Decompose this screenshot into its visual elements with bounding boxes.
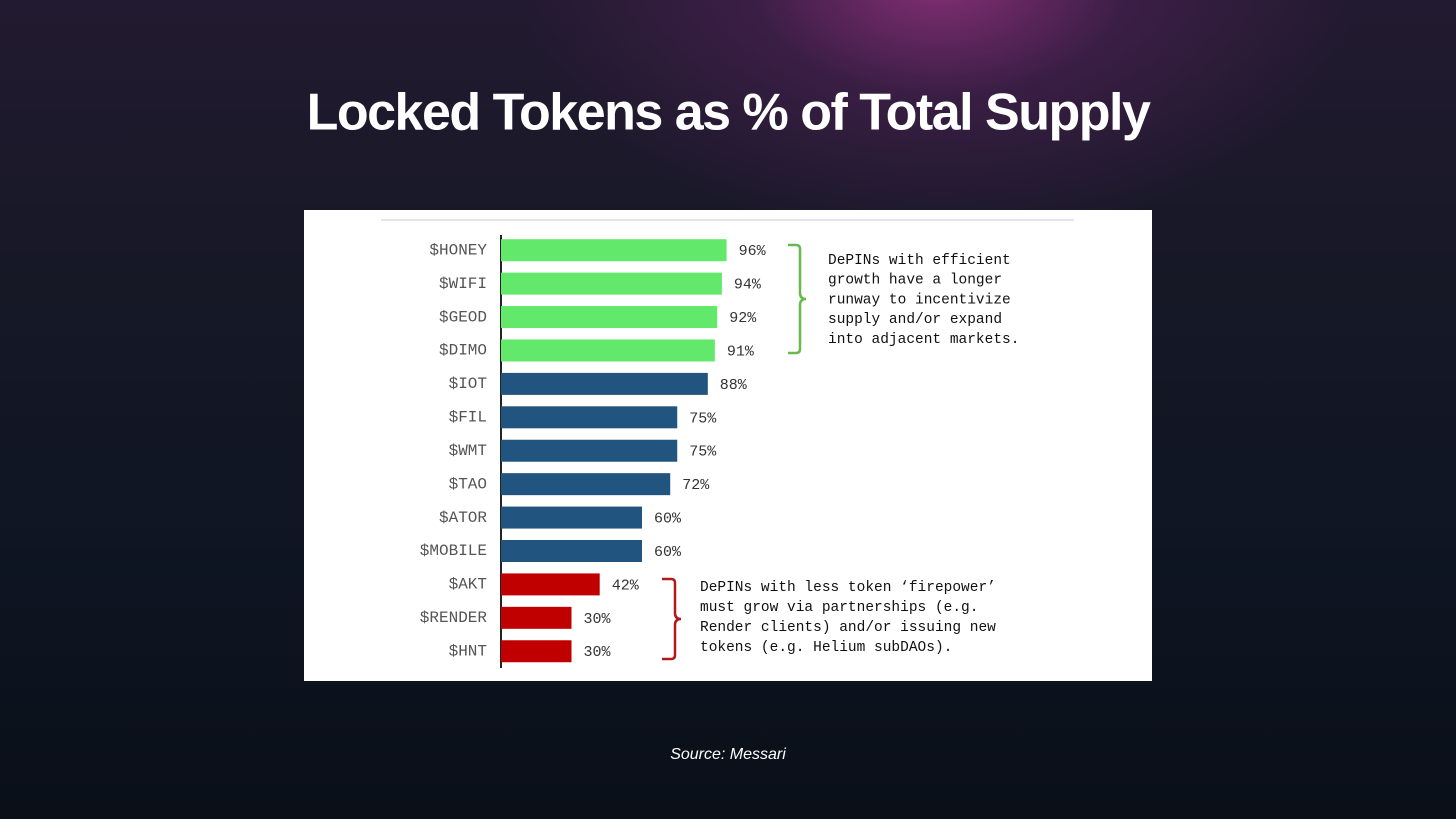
y-tick-label: $WMT [449, 442, 487, 460]
bracket [662, 577, 682, 661]
annotation: into adjacent markets. [828, 332, 1019, 348]
y-tick-label: $MOBILE [420, 542, 487, 560]
annotation: growth have a longer [828, 273, 1002, 289]
bar [501, 640, 572, 663]
bar [501, 272, 722, 295]
y-tick-label: $AKT [449, 576, 487, 594]
annotation: Render clients) and/or issuing new [700, 620, 996, 636]
y-tick-label: $HONEY [429, 241, 487, 259]
data-label: 30% [584, 611, 612, 628]
y-tick-label: $HNT [449, 642, 487, 660]
annotation: DePINs with efficient [828, 253, 1011, 269]
data-label: 60% [654, 544, 682, 561]
bar [501, 506, 642, 529]
y-tick-label: $WIFI [439, 275, 487, 293]
y-tick-label: $RENDER [420, 609, 488, 627]
y-tick-label: $ATOR [439, 509, 487, 527]
y-tick-label: $TAO [449, 475, 487, 493]
data-label: 88% [720, 377, 748, 394]
annotation: DePINs with less token ‘firepower’ [700, 580, 996, 596]
y-tick-label: $GEOD [439, 308, 487, 326]
bar [501, 539, 642, 562]
source-note: Source: Messari [670, 746, 786, 763]
y-tick-label: $IOT [449, 375, 487, 393]
bar [501, 239, 727, 262]
bar [501, 573, 600, 596]
y-tick-label: $DIMO [439, 342, 487, 360]
annotation: runway to incentivize [828, 292, 1011, 308]
data-label: 94% [734, 277, 762, 294]
data-label: 60% [654, 511, 682, 528]
y-tick-label: $FIL [449, 409, 487, 427]
data-label: 30% [584, 644, 612, 661]
data-label: 42% [612, 577, 640, 594]
bar [501, 473, 671, 496]
data-label: 72% [682, 477, 710, 494]
bar [501, 606, 572, 629]
bar [501, 406, 678, 429]
data-label: 96% [739, 243, 767, 260]
bar [501, 372, 708, 395]
annotation: must grow via partnerships (e.g. [700, 600, 978, 616]
bar [501, 306, 718, 329]
data-label: 75% [689, 410, 717, 427]
chart-panel [304, 210, 1152, 681]
data-label: 91% [727, 343, 755, 360]
bracket [788, 243, 807, 355]
bar [501, 339, 715, 362]
bar [501, 439, 678, 462]
data-label: 92% [729, 310, 757, 327]
chart-title: Locked Tokens as % of Total Supply [307, 84, 1151, 142]
data-label: 75% [689, 444, 717, 461]
annotation: supply and/or expand [828, 312, 1002, 328]
annotation: tokens (e.g. Helium subDAOs). [700, 640, 952, 656]
